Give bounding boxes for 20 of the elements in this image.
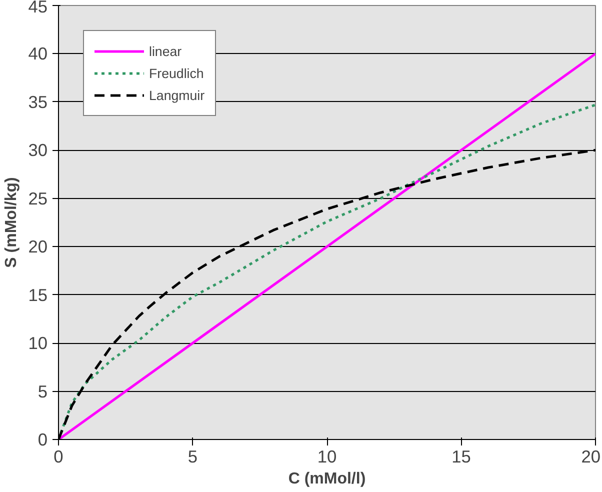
y-tick-label: 15: [28, 284, 48, 305]
legend-label: Langmuir: [149, 88, 205, 102]
y-tick-label: 45: [28, 0, 48, 16]
x-tick-label: 5: [188, 446, 198, 466]
x-tick-label: 15: [452, 446, 471, 466]
legend-label: linear: [149, 44, 182, 58]
y-axis-title: S (mMol/kg): [3, 177, 20, 268]
y-tick-label: 25: [28, 188, 48, 208]
y-tick-label: 30: [28, 140, 48, 160]
x-tick-label: 20: [581, 446, 601, 466]
y-tick-label: 20: [28, 236, 48, 257]
x-axis-title: C (mMol/l): [288, 470, 366, 488]
y-tick-label: 10: [28, 333, 48, 354]
y-tick-label: 35: [28, 92, 48, 112]
legend-label: Freudlich: [149, 66, 204, 80]
x-tick-label: 10: [317, 446, 337, 466]
x-tick-label: 0: [54, 446, 64, 466]
y-tick-label: 5: [38, 381, 48, 402]
y-tick-label: 40: [28, 44, 48, 64]
y-tick-label: 0: [38, 430, 48, 450]
